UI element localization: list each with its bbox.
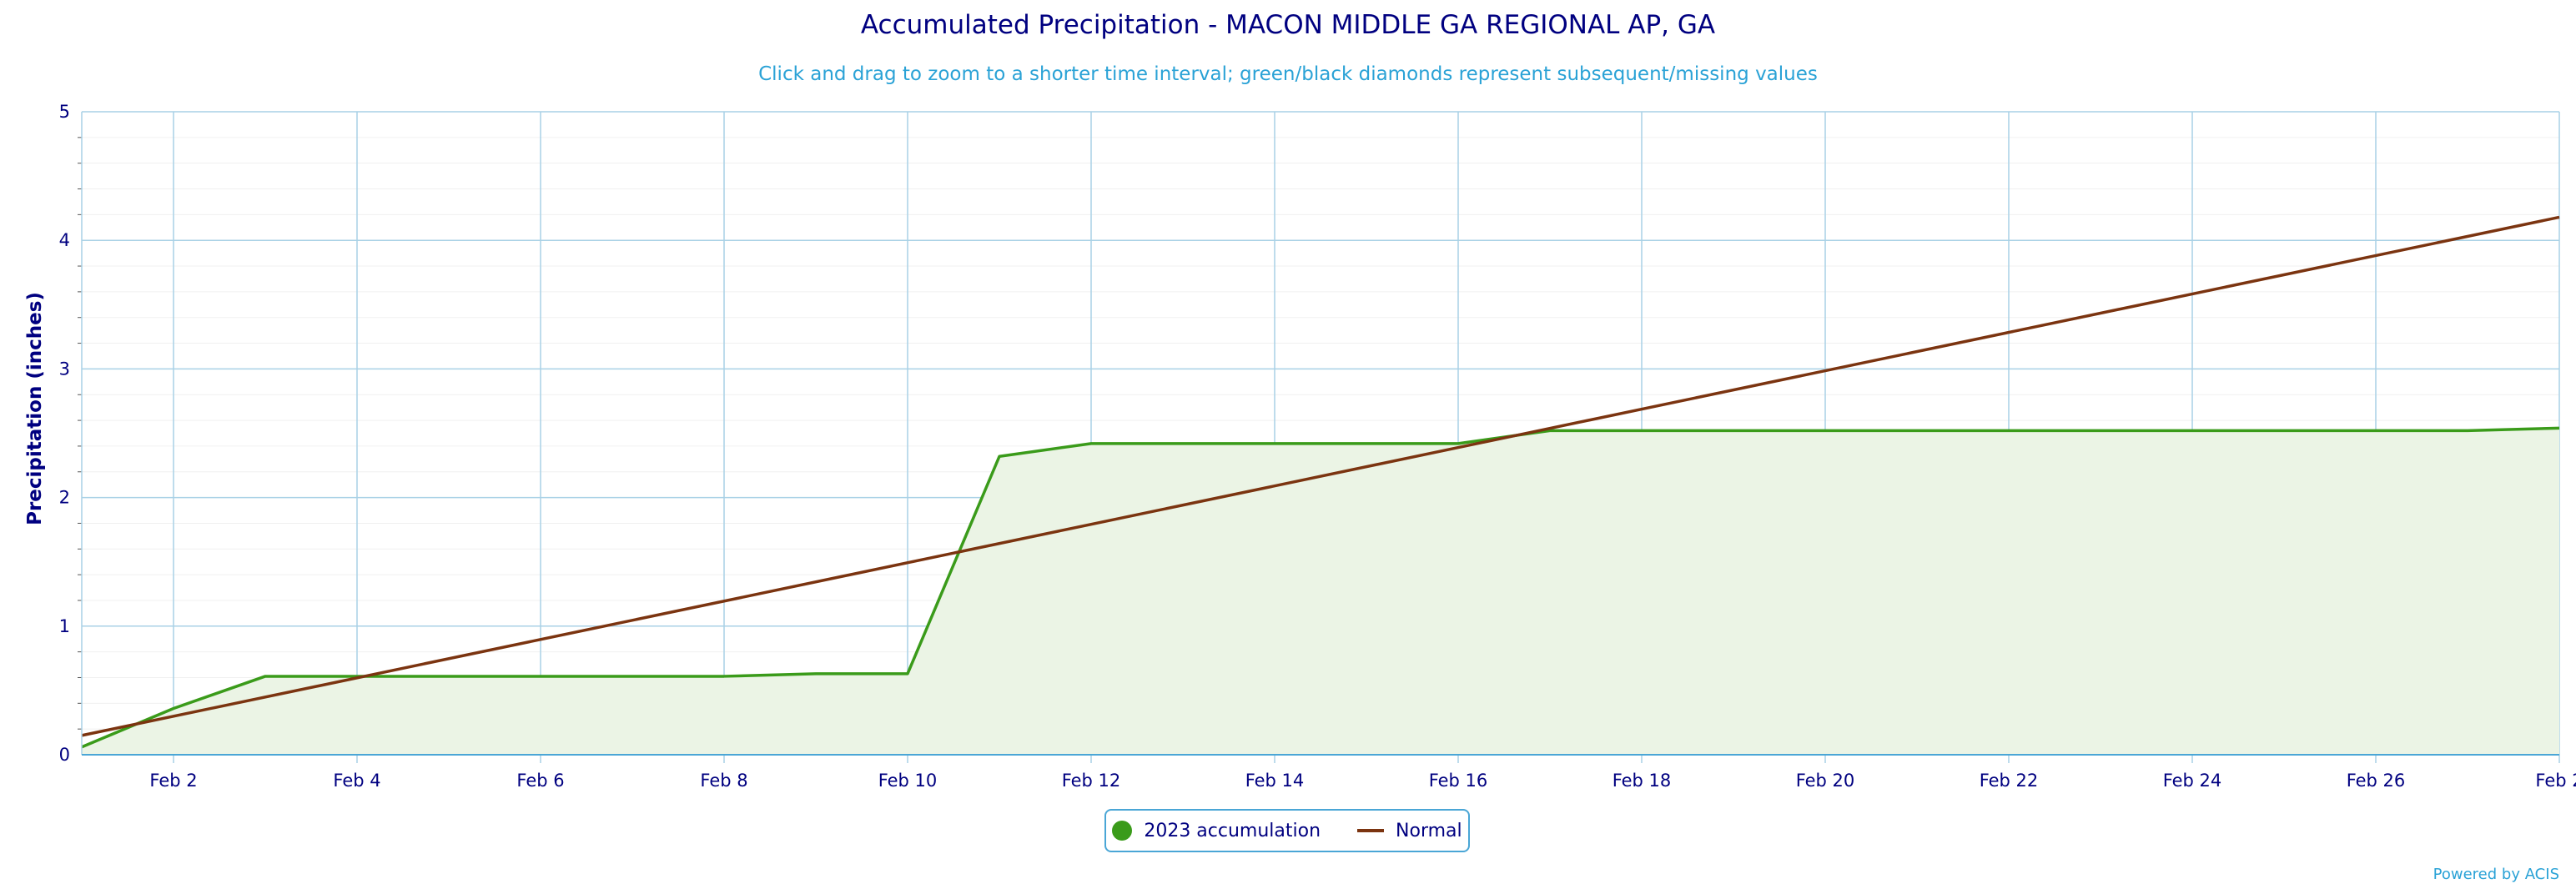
x-tick-label: Feb 14 [1245,771,1305,791]
chart-subtitle: Click and drag to zoom to a shorter time… [758,63,1818,85]
x-tick-label: Feb 26 [2347,771,2406,791]
legend-item-accumulation[interactable]: 2023 accumulation [1112,821,1321,841]
x-tick-label: Feb 18 [1613,771,1672,791]
legend-item-normal[interactable]: Normal [1357,821,1462,841]
x-tick-label: Feb 2 [2535,771,2576,791]
series-line-2023-accumulation [81,426,2560,749]
series-line-normal [81,215,2560,737]
x-tick-label: Feb 10 [878,771,938,791]
series-layer [81,215,2560,755]
chart-legend: 2023 accumulation Normal [1104,809,1470,852]
legend-label-accumulation: 2023 accumulation [1144,820,1321,841]
x-tick-label: Feb 24 [2163,771,2222,791]
chart-title: Accumulated Precipitation - MACON MIDDLE… [860,10,1716,40]
accumulation-area [82,428,2559,755]
axes: 0 1 2 3 4 5 Feb 2 Feb 4 Feb 6 Feb 8 Feb 10 Feb 12 Fe… [59,102,2576,791]
x-tick-label: Feb 20 [1796,771,1855,791]
x-tick-label: Feb 16 [1429,771,1488,791]
x-tick-label: Feb 6 [516,771,564,791]
y-tick-label: 4 [59,230,70,250]
legend-marker-normal [1357,829,1385,832]
x-tick-label: Feb 4 [333,771,380,791]
credits-link[interactable]: Powered by ACIS [2433,866,2559,883]
x-tick-label: Feb 22 [1980,771,2039,791]
y-tick-label: 1 [59,616,70,636]
x-tick-label: Feb 2 [149,771,197,791]
y-tick-label: 5 [59,102,70,122]
y-tick-label: 0 [59,745,70,765]
y-tick-label: 3 [59,359,70,379]
legend-marker-accumulation [1112,821,1133,841]
legend-label-normal: Normal [1396,820,1462,841]
x-tick-label: Feb 8 [700,771,747,791]
x-tick-label: Feb 12 [1062,771,1121,791]
y-tick-label: 2 [59,488,70,508]
